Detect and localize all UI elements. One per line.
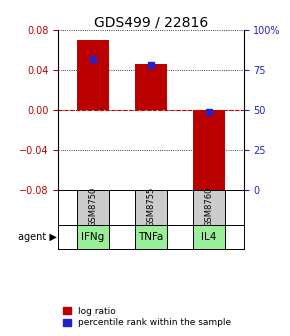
Text: IFNg: IFNg	[81, 232, 104, 242]
Text: agent ▶: agent ▶	[18, 232, 57, 242]
Title: GDS499 / 22816: GDS499 / 22816	[94, 15, 208, 29]
Text: GSM8755: GSM8755	[146, 187, 155, 227]
Bar	[135, 190, 167, 225]
Text: IL4: IL4	[201, 232, 217, 242]
Text: GSM8750: GSM8750	[88, 187, 97, 227]
Bar	[193, 110, 225, 193]
Bar	[77, 225, 109, 249]
Bar	[193, 190, 225, 225]
Text: TNFa: TNFa	[138, 232, 164, 242]
Bar	[135, 225, 167, 249]
Bar	[77, 40, 109, 110]
Bar	[135, 64, 167, 110]
Legend: log ratio, percentile rank within the sample: log ratio, percentile rank within the sa…	[63, 306, 232, 328]
Bar	[77, 190, 109, 225]
Bar	[193, 225, 225, 249]
Text: GSM8760: GSM8760	[204, 187, 213, 227]
